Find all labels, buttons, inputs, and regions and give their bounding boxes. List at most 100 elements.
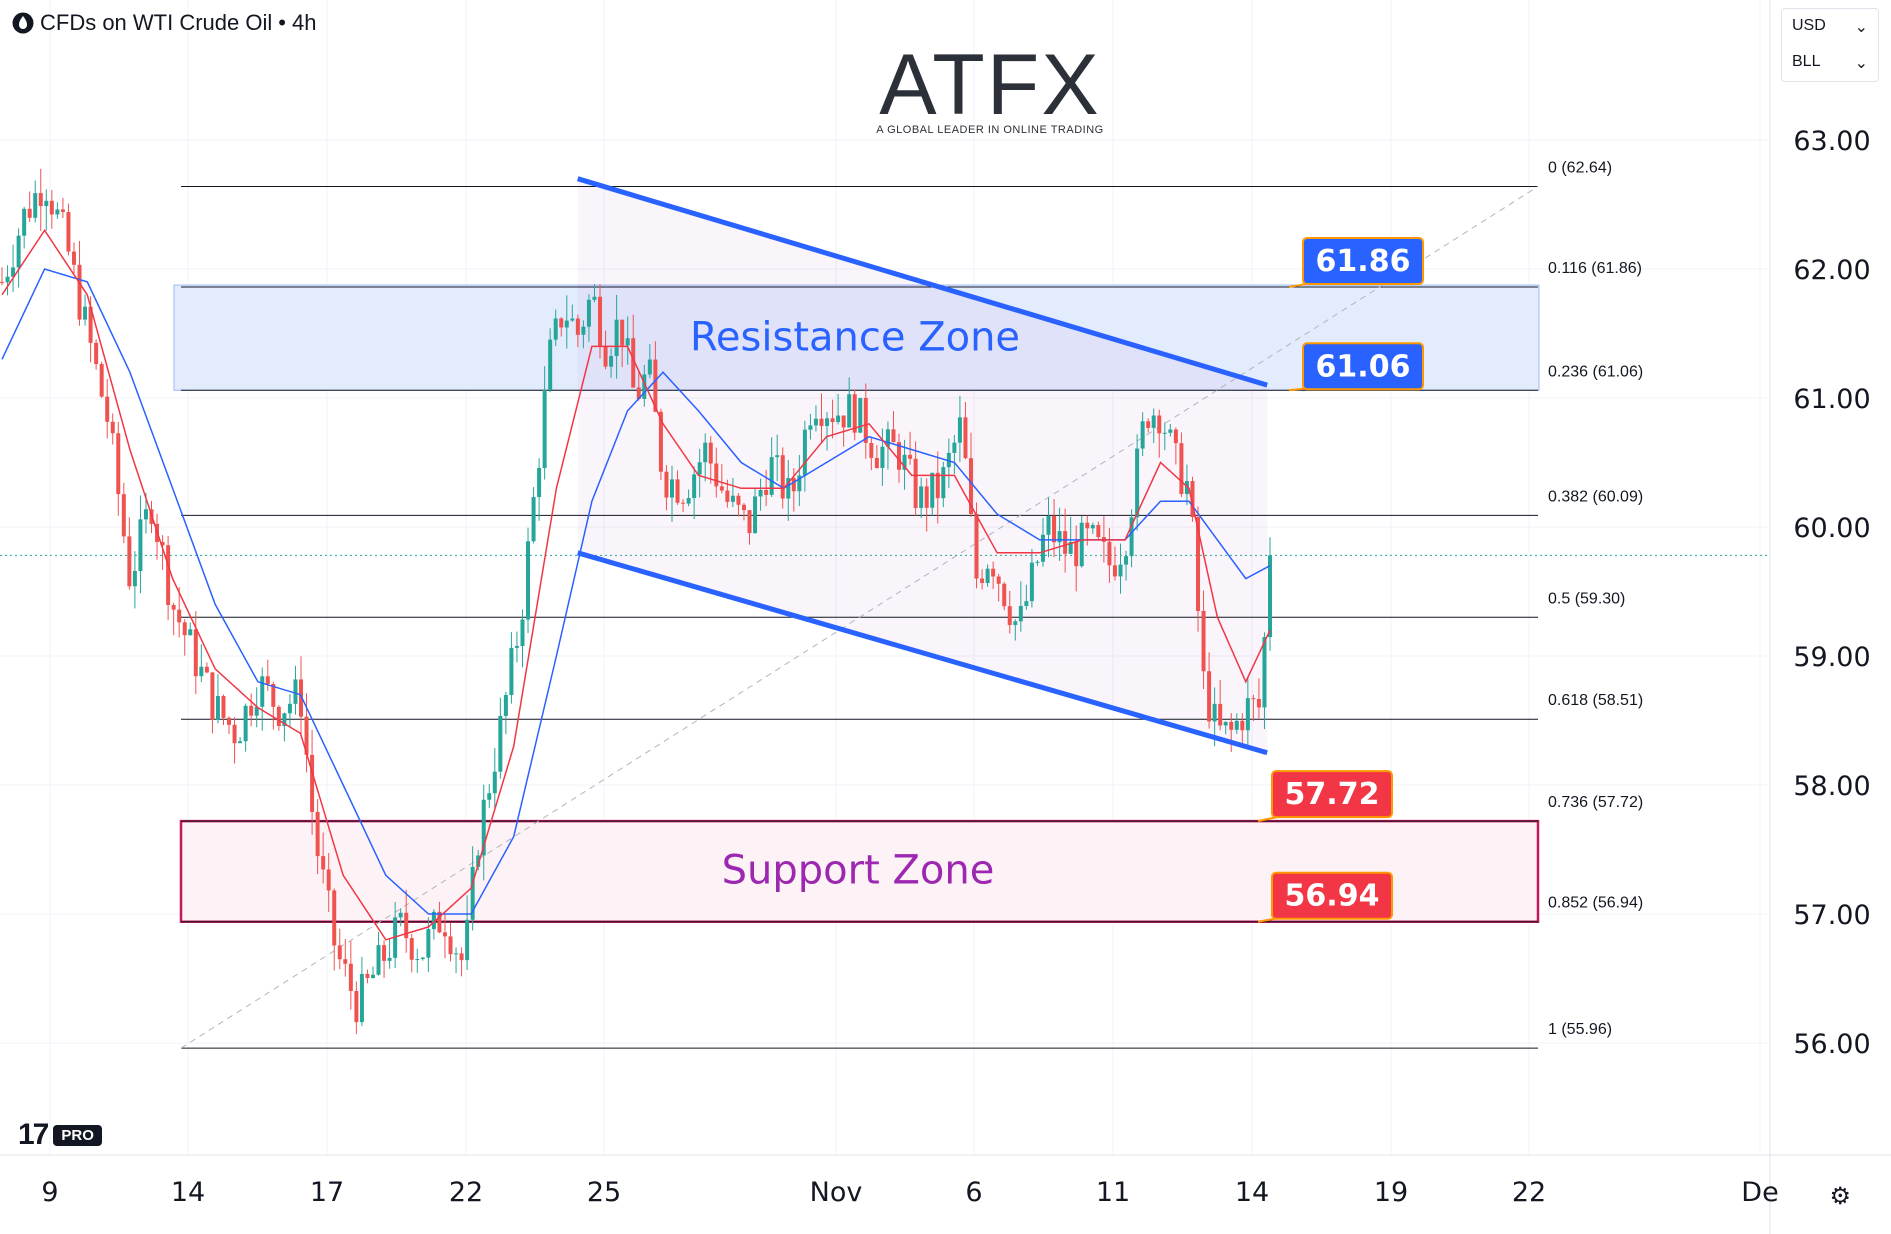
candle-body xyxy=(116,433,121,495)
candle-body xyxy=(963,417,968,459)
candle-body xyxy=(514,645,519,648)
candle-body xyxy=(924,486,929,508)
candle-body xyxy=(708,442,713,464)
candle-body xyxy=(1018,605,1023,622)
candle-body xyxy=(470,866,475,920)
candle-body xyxy=(1035,561,1040,563)
candle-body xyxy=(282,713,287,727)
candle-body xyxy=(193,629,198,677)
unit-selector[interactable]: USD ⌄ BLL ⌄ xyxy=(1781,8,1879,82)
currency-value: USD xyxy=(1792,17,1826,34)
candle-body xyxy=(675,479,680,503)
candle-body xyxy=(730,495,735,502)
candle-body xyxy=(825,418,830,426)
candle-body xyxy=(930,472,935,508)
candle-body xyxy=(11,267,16,277)
candle-body xyxy=(631,338,636,388)
fib-trend-line xyxy=(180,186,1539,1049)
candle-body xyxy=(819,418,824,426)
candle-body xyxy=(769,457,774,495)
x-tick-label: 6 xyxy=(965,1177,982,1208)
candle-body xyxy=(254,706,259,716)
candle-body xyxy=(952,442,957,453)
candle-body xyxy=(503,695,508,716)
candle-body xyxy=(636,387,641,399)
price-callout-box xyxy=(1302,342,1424,391)
interval-label[interactable]: 4h xyxy=(291,10,317,35)
candle-body xyxy=(1240,720,1245,731)
candle-body xyxy=(476,855,481,867)
candle-body xyxy=(1218,703,1223,726)
candle-body xyxy=(382,945,387,961)
price-callout-label: 61.06 xyxy=(1316,349,1411,384)
currency-select[interactable]: USD ⌄ xyxy=(1782,9,1878,45)
candle-body xyxy=(874,457,879,468)
channel-upper-line xyxy=(577,176,1268,388)
candle-body xyxy=(1196,517,1201,611)
candle-body xyxy=(415,959,420,961)
candle-body xyxy=(1223,721,1228,726)
candle-body xyxy=(210,672,215,720)
candle-body xyxy=(454,953,459,955)
support-zone-label: Support Zone xyxy=(722,847,995,893)
candle-body xyxy=(182,622,187,636)
candle-body xyxy=(985,568,990,583)
chevron-down-icon: ⌄ xyxy=(1854,55,1868,72)
fib-label: 0.618 (58.51) xyxy=(1548,692,1643,709)
candle-body xyxy=(941,467,946,499)
candle-body xyxy=(603,346,608,367)
unit-select[interactable]: BLL ⌄ xyxy=(1782,45,1878,81)
candle-body xyxy=(1118,564,1123,577)
candle-body xyxy=(1268,555,1272,638)
candle-body xyxy=(1262,637,1267,708)
gear-icon[interactable]: ⚙ xyxy=(1829,1183,1851,1210)
candle-body xyxy=(1207,671,1212,722)
candle-body xyxy=(1168,429,1173,433)
candle-body xyxy=(60,209,65,213)
candle-body xyxy=(1135,448,1140,518)
candle-body xyxy=(287,703,292,714)
chevron-down-icon: ⌄ xyxy=(1854,19,1868,36)
candle-body xyxy=(199,666,204,677)
candle-body xyxy=(448,936,453,955)
candle-body xyxy=(935,472,940,499)
symbol-title[interactable]: CFDs on WTI Crude Oil xyxy=(40,10,273,35)
tradingview-logo[interactable]: 17 PRO xyxy=(18,1118,102,1152)
candle-body xyxy=(1112,565,1117,577)
candle-body xyxy=(442,932,447,937)
candle-body xyxy=(1063,531,1068,554)
candle-body xyxy=(863,398,868,443)
candle-body xyxy=(1040,534,1045,562)
pro-badge: PRO xyxy=(53,1124,102,1146)
candle-body xyxy=(77,264,82,320)
candle-body xyxy=(869,442,874,458)
candle-body xyxy=(625,338,630,346)
x-tick-label: 9 xyxy=(41,1177,58,1208)
candle-body xyxy=(974,513,979,579)
oil-drop-icon xyxy=(12,12,34,34)
candle-body xyxy=(204,666,209,673)
candle-body xyxy=(559,318,564,328)
candle-body xyxy=(1052,516,1057,543)
y-tick-label: 56.00 xyxy=(1793,1029,1870,1060)
candle-body xyxy=(1179,443,1184,495)
candle-body xyxy=(498,715,503,772)
candle-body xyxy=(1007,606,1012,625)
candle-body xyxy=(138,519,143,571)
candle-body xyxy=(404,912,409,939)
candle-body xyxy=(1129,517,1134,557)
candle-body xyxy=(996,576,1001,584)
candle-body xyxy=(725,490,730,502)
candle-body xyxy=(775,455,780,458)
unit-value: BLL xyxy=(1792,53,1821,70)
candle-body xyxy=(647,359,652,375)
x-tick-label: 14 xyxy=(171,1177,205,1208)
candle-body xyxy=(620,319,625,346)
candle-body xyxy=(299,679,304,717)
candle-body xyxy=(885,429,890,447)
candle-body xyxy=(780,455,785,499)
x-tick-label: 11 xyxy=(1096,1177,1130,1208)
candle-body xyxy=(376,945,381,975)
symbol-header: CFDs on WTI Crude Oil • 4h xyxy=(12,10,316,36)
